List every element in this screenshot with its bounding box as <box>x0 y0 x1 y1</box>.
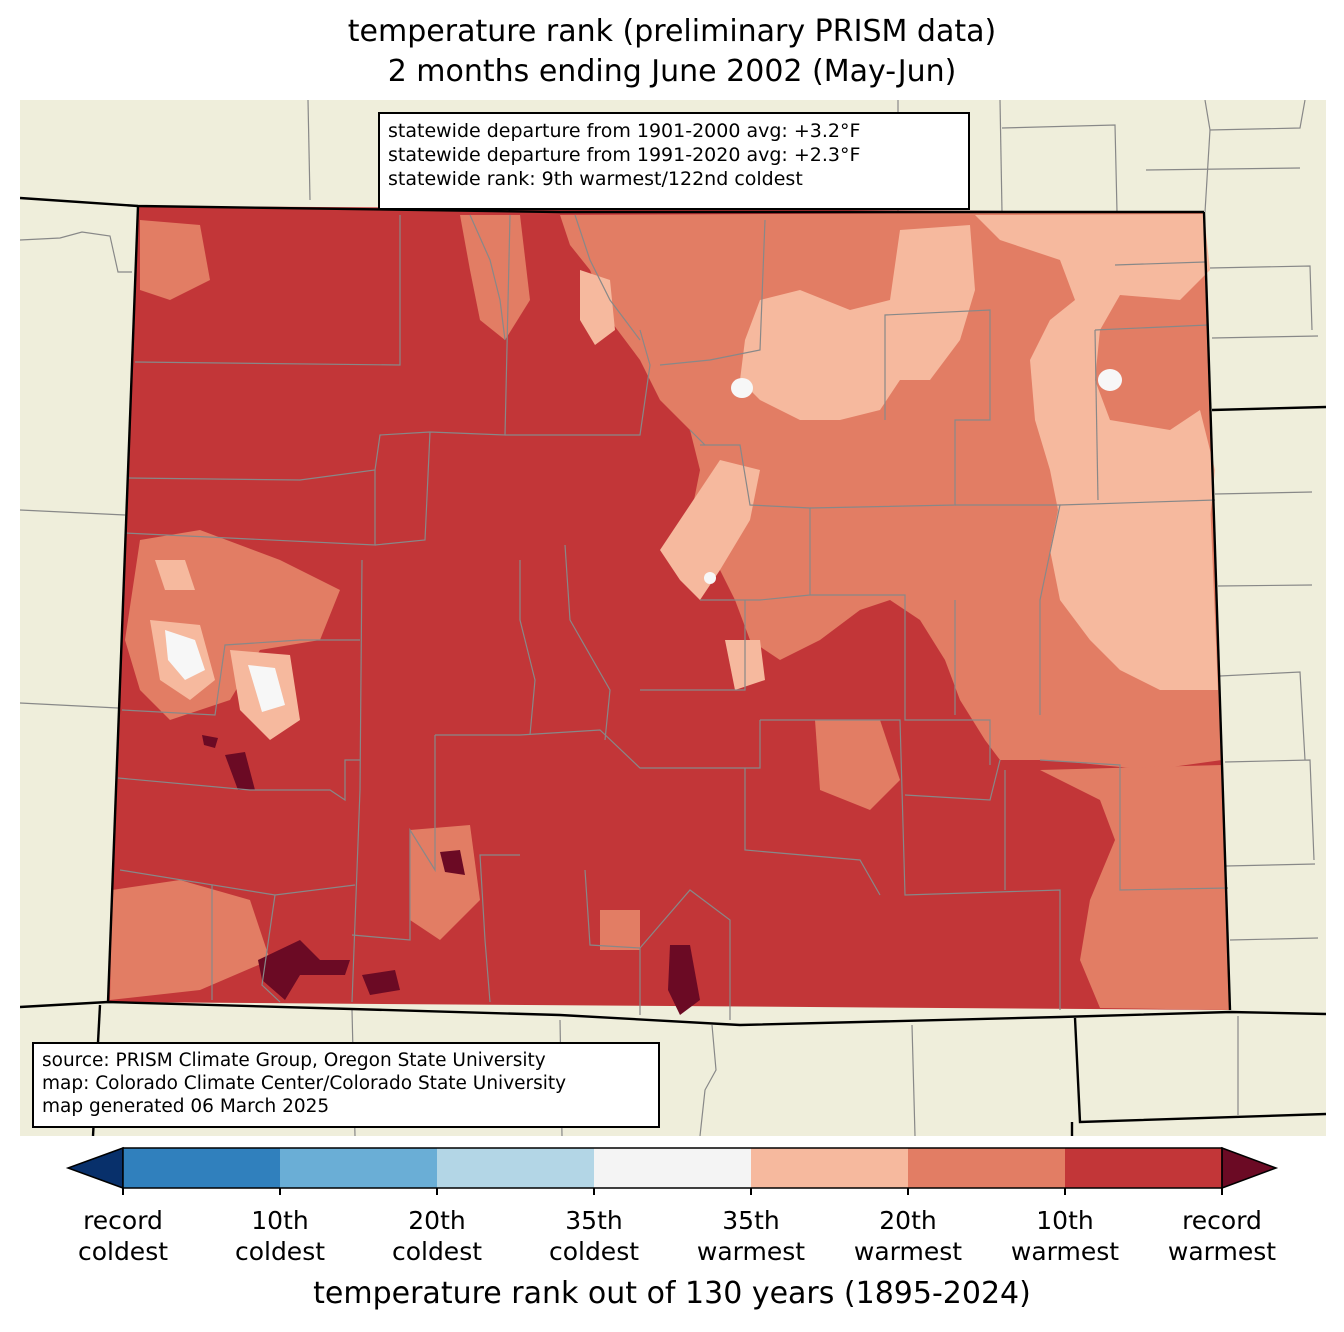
colorbar-tick-label: 20th coldest <box>357 1205 517 1267</box>
tick-label-line1: 10th <box>1036 1206 1094 1235</box>
region-20th-warmest-patch <box>600 910 640 950</box>
colorbar-outline <box>122 1147 1223 1189</box>
colorbar-bin <box>1065 1148 1222 1188</box>
colorbar-bin <box>437 1148 594 1188</box>
region-near-normal-5 <box>704 572 716 584</box>
tick-label-line1: 20th <box>408 1206 466 1235</box>
colorado-county-lines <box>117 214 1229 1020</box>
statewide-stats-box: statewide departure from 1901-2000 avg: … <box>378 112 970 210</box>
colorbar-tick-label: 35th warmest <box>671 1205 831 1267</box>
region-near-normal-2 <box>248 665 285 712</box>
state-borders <box>20 196 1326 1136</box>
region-35th-warmest-front-range <box>660 460 760 600</box>
region-35th-warmest-e <box>1050 500 1218 690</box>
region-20th-warmest-sw <box>110 880 270 1000</box>
region-20th-warmest-se <box>1040 765 1230 1010</box>
colorbar-tick-label: record warmest <box>1142 1205 1302 1267</box>
map-title: temperature rank (preliminary PRISM data… <box>347 14 997 49</box>
region-35th-warmest-nc <box>740 225 975 420</box>
tick-label-line1: 10th <box>251 1206 309 1235</box>
tick-label-line2: warmest <box>1167 1237 1277 1266</box>
region-35th-warmest-nr <box>580 270 615 345</box>
source-line-3: map generated 06 March 2025 <box>42 1096 330 1117</box>
colorbar-bin <box>751 1148 908 1188</box>
tick-label-line1: record <box>1182 1206 1262 1235</box>
source-line-1: source: PRISM Climate Group, Oregon Stat… <box>42 1050 546 1071</box>
tick-label-line2: coldest <box>548 1237 640 1266</box>
region-record-warmest-5 <box>362 970 400 995</box>
tick-label-line1: 35th <box>565 1206 623 1235</box>
colorbar-tick-label: 10th warmest <box>985 1205 1145 1267</box>
region-20th-warmest-south <box>410 825 480 940</box>
colorbar-bin <box>908 1148 1065 1188</box>
tick-label-line1: 35th <box>722 1206 780 1235</box>
colorbar <box>65 1146 1279 1195</box>
region-record-warmest-4 <box>440 850 465 875</box>
colorbar-bins <box>65 1146 1279 1190</box>
region-35th-warmest-ne <box>975 214 1215 570</box>
region-record-warmest-1 <box>258 940 350 1000</box>
colorbar-tick-label: 35th coldest <box>514 1205 674 1267</box>
colorbar-under-arrow <box>65 1146 124 1190</box>
tick-label-line1: 20th <box>879 1206 937 1235</box>
colorbar-over-arrow <box>1221 1146 1279 1190</box>
region-20th-warmest-nw <box>140 220 210 300</box>
region-20th-warmest-mid <box>815 720 900 810</box>
stats-line-3: statewide rank: 9th warmest/122nd coldes… <box>388 168 803 190</box>
colorbar-bin <box>594 1148 751 1188</box>
region-near-normal-1 <box>165 630 205 680</box>
region-record-warmest-6 <box>202 735 218 748</box>
region-35th-warmest-west <box>155 560 195 590</box>
region-near-normal-3 <box>731 378 753 398</box>
colorbar-ticks <box>122 1188 1223 1195</box>
region-near-normal-4 <box>1098 369 1122 391</box>
tick-label-line2: coldest <box>77 1237 169 1266</box>
colorado-temperature-rank-map <box>20 100 1326 1136</box>
region-record-warmest-2 <box>668 945 700 1015</box>
colorbar-tick-label: record coldest <box>43 1205 203 1267</box>
stats-line-2: statewide departure from 1991-2020 avg: … <box>388 144 861 166</box>
temperature-rank-fill <box>108 206 1230 1015</box>
map-subtitle: 2 months ending June 2002 (May-Jun) <box>387 54 957 89</box>
source-box: source: PRISM Climate Group, Oregon Stat… <box>32 1042 660 1128</box>
region-20th-warmest-ne-strip <box>460 215 530 340</box>
source-line-2: map: Colorado Climate Center/Colorado St… <box>42 1073 567 1094</box>
tick-label-line2: warmest <box>696 1237 806 1266</box>
tick-label-line2: coldest <box>234 1237 326 1266</box>
region-record-warmest-3 <box>225 752 255 790</box>
colorbar-title: temperature rank out of 130 years (1895-… <box>313 1276 1031 1311</box>
stats-line-1: statewide departure from 1901-2000 avg: … <box>388 120 861 142</box>
colorbar-bin <box>280 1148 437 1188</box>
tick-label-line2: warmest <box>853 1237 963 1266</box>
tick-label-line1: record <box>83 1206 163 1235</box>
colorbar-bin <box>123 1148 280 1188</box>
colorbar-tick-label: 20th warmest <box>828 1205 988 1267</box>
tick-label-line2: coldest <box>391 1237 483 1266</box>
colorbar-tick-label: 10th coldest <box>200 1205 360 1267</box>
tick-label-line2: warmest <box>1010 1237 1120 1266</box>
